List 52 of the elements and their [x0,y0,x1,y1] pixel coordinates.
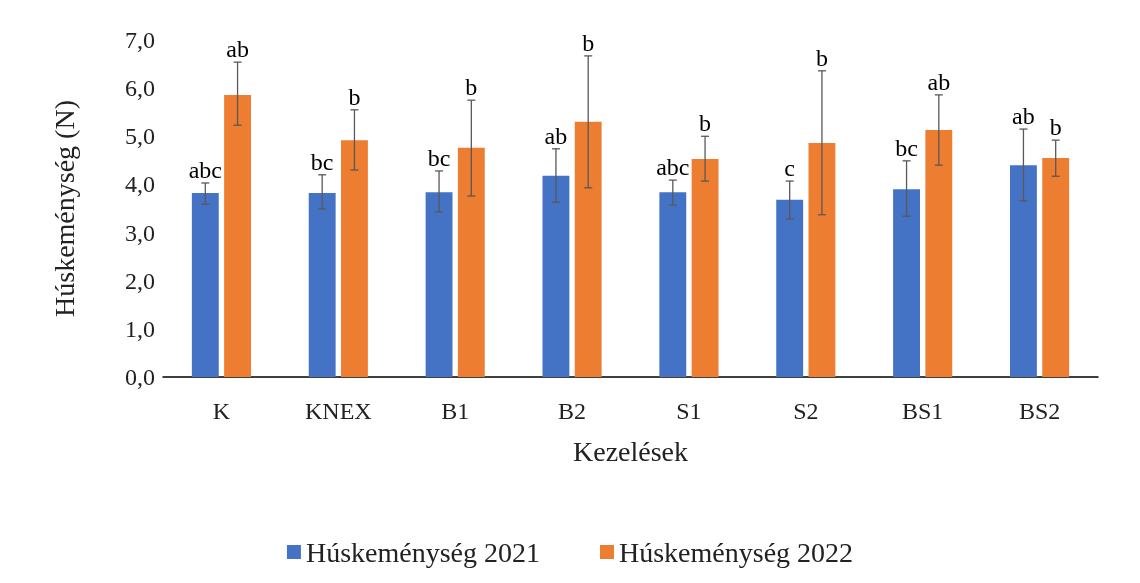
data-label: b [465,74,478,101]
bar [659,192,687,377]
x-tick-label: K [212,398,231,424]
data-label: ab [226,36,249,63]
y-tick-label: 1,0 [125,315,155,342]
data-label: b [582,29,595,56]
x-tick-label: BS2 [1018,398,1061,424]
x-tick-label: S2 [793,398,819,424]
data-label: b [348,83,361,110]
data-label: abc [188,156,222,183]
x-tick-label: B1 [441,398,470,424]
y-tick-label: 4,0 [125,171,155,198]
bar [574,121,602,377]
bar [1042,157,1070,377]
bar [457,147,485,377]
y-tick-label: 6,0 [125,75,155,102]
bar [893,189,920,377]
data-label: bc [310,148,334,175]
bar [1009,165,1037,377]
bar [542,175,570,377]
bar [224,94,252,377]
data-label: c [784,155,796,182]
data-label: bc [895,134,918,161]
y-tick-label: 2,0 [125,267,155,294]
bar [925,130,953,377]
data-label: abc [656,154,690,181]
data-label: ab [544,122,568,149]
y-tick-label: 0,0 [125,364,155,390]
bar [776,199,804,377]
y-tick-label: 5,0 [125,123,155,150]
legend-label: Húskeménység 2022 [619,536,854,568]
data-label: b [815,44,828,71]
data-label: b [699,110,712,137]
data-label: b [1049,114,1062,141]
bar [308,193,336,377]
bar [808,143,836,377]
bar [341,140,368,377]
data-label: ab [1012,103,1035,130]
bar [191,193,219,377]
x-tick-label: B2 [558,398,587,424]
y-tick-label: 3,0 [125,219,155,246]
data-label: ab [927,68,951,95]
legend-label: Húskeménység 2021 [305,536,540,568]
y-tick-label: 7,0 [125,27,155,53]
data-label: bc [427,144,451,171]
y-axis-title: Húskeménység (N) [48,100,80,317]
bar [425,192,453,377]
x-tick-label: S1 [676,398,702,424]
x-tick-label: KNEX [304,398,372,424]
x-axis-title: Kezelések [572,435,689,467]
bar [691,158,719,377]
x-tick-label: BS1 [902,398,944,424]
